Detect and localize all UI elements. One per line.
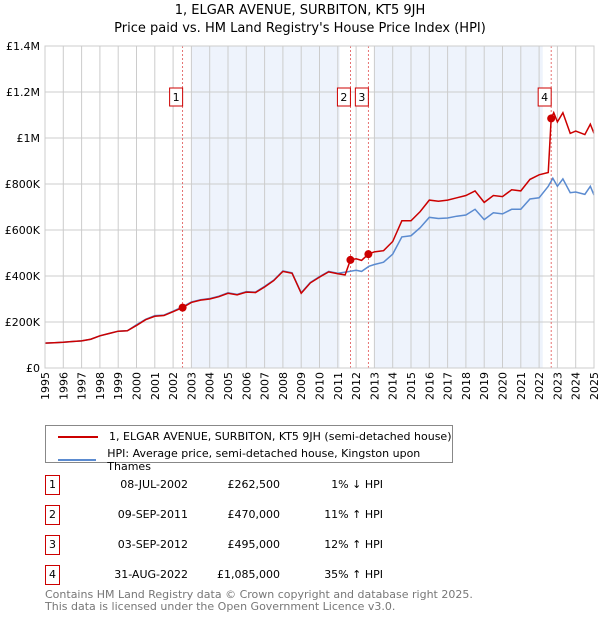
- y-tick-label: £1.4M: [6, 40, 40, 53]
- x-tick-label: 2016: [423, 372, 436, 400]
- x-tick-label: 2025: [588, 372, 600, 400]
- x-tick-label: 2018: [460, 372, 473, 400]
- shaded-range: [191, 46, 340, 368]
- sale-price: £1,085,000: [217, 568, 280, 581]
- sale-row: 2 09-SEP-2011 £470,000 11% ↑ HPI: [45, 505, 445, 525]
- sale-hpi-diff: 35% ↑ HPI: [324, 568, 383, 581]
- x-tick-label: 2000: [131, 372, 144, 400]
- legend-entry-hpi: HPI: Average price, semi-detached house,…: [58, 447, 452, 473]
- sale-hpi-diff: 12% ↑ HPI: [324, 538, 383, 551]
- x-tick-label: 2002: [167, 372, 180, 400]
- x-tick-label: 2012: [350, 372, 363, 400]
- y-tick-label: £800K: [5, 178, 41, 191]
- sale-date: 09-SEP-2011: [117, 508, 188, 521]
- sale-date: 31-AUG-2022: [114, 568, 188, 581]
- sale-row: 3 03-SEP-2012 £495,000 12% ↑ HPI: [45, 535, 445, 555]
- y-tick-label: £200K: [5, 316, 41, 329]
- x-tick-label: 1996: [57, 372, 70, 400]
- x-tick-label: 2003: [185, 372, 198, 400]
- x-tick-label: 2004: [204, 372, 217, 400]
- x-tick-label: 1997: [76, 372, 89, 400]
- sale-label-box: [169, 87, 184, 107]
- sale-label: 1: [173, 91, 180, 104]
- x-tick-label: 2024: [570, 372, 583, 400]
- sale-label-box: [336, 87, 351, 107]
- sale-label-box: [354, 87, 369, 107]
- sale-label: 2: [340, 91, 347, 104]
- sale-point: [547, 114, 556, 123]
- x-tick-label: 2020: [497, 372, 510, 400]
- sale-point: [346, 255, 355, 264]
- y-tick-label: £600K: [5, 224, 41, 237]
- series-line: [44, 110, 595, 344]
- sale-label: 3: [358, 91, 365, 104]
- y-tick-label: £400K: [5, 270, 41, 283]
- x-tick-label: 2009: [295, 372, 308, 400]
- x-tick-label: 2001: [149, 372, 162, 400]
- x-tick-label: 2011: [332, 372, 345, 400]
- y-tick-label: £0: [26, 362, 40, 375]
- x-tick-label: 2021: [515, 372, 528, 400]
- sale-row: 4 31-AUG-2022 £1,085,000 35% ↑ HPI: [45, 565, 445, 585]
- x-tick-label: 2006: [240, 372, 253, 400]
- sale-label: 4: [541, 91, 548, 104]
- legend-label: 1, ELGAR AVENUE, SURBITON, KT5 9JH (semi…: [109, 430, 452, 443]
- chart-subtitle: Price paid vs. HM Land Registry's House …: [114, 21, 486, 36]
- x-tick-label: 2017: [442, 372, 455, 400]
- shaded-range: [374, 46, 543, 368]
- sale-number-badge: 2: [45, 505, 60, 525]
- x-tick-label: 2014: [387, 372, 400, 400]
- sale-price: £495,000: [227, 538, 281, 551]
- sale-point: [364, 250, 373, 259]
- x-tick-label: 2013: [368, 372, 381, 400]
- legend-swatch-blue: [58, 459, 97, 461]
- sale-number-badge: 3: [45, 535, 60, 555]
- y-tick-label: £1.2M: [6, 86, 40, 99]
- legend-label: HPI: Average price, semi-detached house,…: [107, 447, 421, 473]
- x-tick-label: 2019: [478, 372, 491, 400]
- plot-border: [44, 45, 595, 369]
- x-tick-label: 2008: [277, 372, 290, 400]
- x-tick-label: 2015: [405, 372, 418, 400]
- sale-price: £470,000: [227, 508, 281, 521]
- footer-line-2: This data is licensed under the Open Gov…: [45, 600, 396, 613]
- sale-hpi-diff: 1% ↓ HPI: [331, 478, 383, 491]
- x-tick-label: 2022: [533, 372, 546, 400]
- sale-price: £262,500: [227, 478, 281, 491]
- sale-number-badge: 1: [45, 475, 60, 495]
- x-tick-label: 2005: [222, 372, 235, 400]
- x-tick-label: 1995: [39, 372, 52, 400]
- x-tick-label: 2023: [551, 372, 564, 400]
- sale-point: [178, 303, 187, 312]
- plot-area: 1995 1996 1997 1998 1999 2000 2001 2002 2003 2004…: [5, 40, 600, 400]
- legend: 1, ELGAR AVENUE, SURBITON, KT5 9JH (semi…: [45, 425, 453, 473]
- sale-number-badge: 4: [45, 565, 60, 585]
- sale-date: 08-JUL-2002: [120, 478, 188, 491]
- sale-label-box: [537, 87, 552, 107]
- y-tick-label: £1M: [17, 132, 41, 145]
- sale-date: 03-SEP-2012: [117, 538, 188, 551]
- chart-title: 1, ELGAR AVENUE, SURBITON, KT5 9JH: [174, 3, 426, 18]
- sale-hpi-diff: 11% ↑ HPI: [324, 508, 383, 521]
- x-tick-label: 2010: [314, 372, 327, 400]
- x-tick-label: 2007: [259, 372, 272, 400]
- footer-line-1: Contains HM Land Registry data © Crown c…: [45, 588, 473, 601]
- sale-row: 1 08-JUL-2002 £262,500 1% ↓ HPI: [45, 475, 445, 495]
- x-tick-label: 1999: [112, 372, 125, 400]
- x-tick-label: 1998: [94, 372, 107, 400]
- legend-swatch-red: [58, 435, 98, 438]
- legend-entry-property: 1, ELGAR AVENUE, SURBITON, KT5 9JH (semi…: [58, 430, 452, 443]
